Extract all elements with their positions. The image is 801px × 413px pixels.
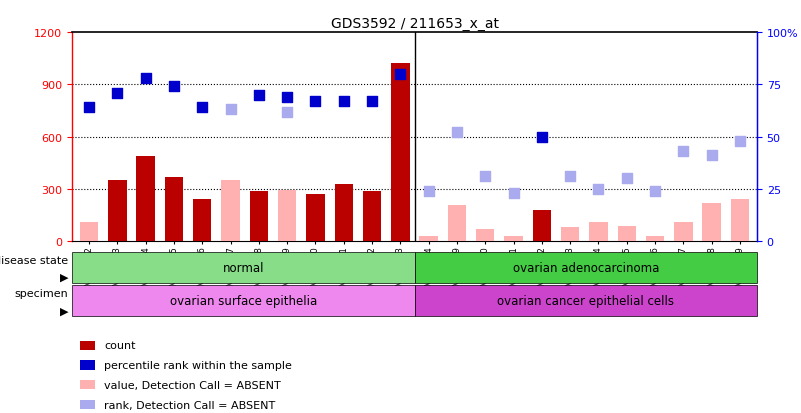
Bar [533, 210, 551, 242]
Bar [221, 181, 239, 242]
Bar [448, 205, 466, 242]
Point [394, 71, 407, 78]
Point [281, 95, 294, 101]
Point [167, 84, 180, 90]
Bar [165, 177, 183, 242]
Bar [108, 181, 127, 242]
Bar [415, 252, 757, 283]
Bar [420, 236, 438, 242]
Text: ovarian cancer epithelial cells: ovarian cancer epithelial cells [497, 294, 674, 307]
Point [281, 109, 294, 116]
Bar [702, 203, 721, 242]
Text: ovarian surface epithelia: ovarian surface epithelia [170, 294, 317, 307]
Point [564, 173, 577, 180]
Bar [193, 200, 211, 242]
Point [592, 186, 605, 193]
Bar [250, 191, 268, 242]
Text: percentile rank within the sample: percentile rank within the sample [104, 360, 292, 370]
Point [252, 93, 265, 99]
Bar [618, 226, 636, 242]
Text: disease state: disease state [0, 255, 68, 266]
Bar [306, 195, 324, 242]
Point [620, 176, 633, 183]
Point [535, 134, 548, 140]
Bar [136, 157, 155, 242]
Bar [476, 230, 494, 242]
Point [422, 188, 435, 195]
Bar [335, 184, 353, 242]
Point [507, 190, 520, 197]
Bar [415, 285, 757, 316]
Bar [391, 64, 409, 242]
Point [649, 188, 662, 195]
Point [196, 105, 209, 112]
Bar [505, 236, 523, 242]
Point [111, 90, 124, 97]
Point [479, 173, 492, 180]
Bar [731, 199, 749, 242]
Bar [646, 236, 664, 242]
Point [337, 99, 350, 105]
Bar [72, 252, 415, 283]
Text: normal: normal [223, 261, 264, 274]
Text: ▶: ▶ [59, 306, 68, 316]
Point [224, 107, 237, 114]
Point [83, 105, 95, 112]
Bar [590, 223, 608, 242]
Bar [72, 285, 415, 316]
Point [450, 130, 463, 136]
Title: GDS3592 / 211653_x_at: GDS3592 / 211653_x_at [331, 17, 498, 31]
Point [734, 138, 747, 145]
Bar [80, 223, 99, 242]
Text: ovarian adenocarcinoma: ovarian adenocarcinoma [513, 261, 659, 274]
Point [366, 99, 379, 105]
Text: value, Detection Call = ABSENT: value, Detection Call = ABSENT [104, 380, 281, 390]
Text: ▶: ▶ [59, 273, 68, 282]
Point [677, 149, 690, 155]
Text: specimen: specimen [14, 288, 68, 298]
Bar [363, 191, 381, 242]
Point [139, 76, 152, 82]
Bar [674, 223, 693, 242]
Text: count: count [104, 340, 135, 350]
Point [309, 99, 322, 105]
Text: rank, Detection Call = ABSENT: rank, Detection Call = ABSENT [104, 400, 276, 410]
Bar [561, 228, 579, 242]
Bar [278, 190, 296, 242]
Point [705, 153, 718, 159]
